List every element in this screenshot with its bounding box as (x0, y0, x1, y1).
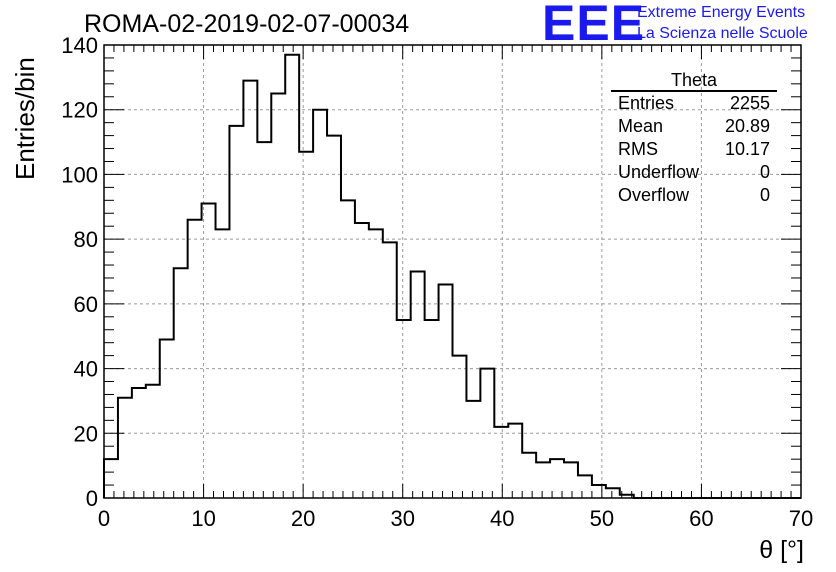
histogram-bin (397, 320, 411, 498)
histogram-bin (132, 388, 146, 498)
x-tick-label: 40 (490, 506, 514, 531)
eee-tagline-1: Extreme Energy Events (637, 4, 806, 21)
stats-label: Entries (618, 93, 675, 113)
eee-tagline-2: La Scienza nelle Scuole (637, 25, 808, 42)
y-axis-label: Entries/bin (10, 57, 40, 180)
run-title: ROMA-02-2019-02-07-00034 (84, 10, 410, 38)
x-axis-label: θ [°] (759, 536, 804, 564)
y-tick-label: 60 (74, 292, 98, 317)
eee-logo: EEE (542, 0, 646, 51)
histogram-bin (522, 453, 536, 498)
histogram-bin (508, 424, 522, 498)
y-tick-label: 0 (86, 486, 98, 511)
histogram-bin (341, 200, 355, 498)
histogram-bin (536, 462, 550, 498)
stats-row-rms: RMS 10.17 (611, 138, 777, 161)
y-tick-label: 120 (61, 98, 98, 123)
histogram-bin (118, 398, 132, 498)
histogram-bin (174, 268, 188, 498)
histogram-bin (592, 485, 606, 498)
stats-label: Mean (618, 116, 664, 136)
histogram-bin (564, 462, 578, 498)
histogram-bin (299, 152, 313, 498)
y-tick-label: 140 (61, 33, 98, 58)
histogram-bin (453, 356, 467, 498)
stats-title: Theta (611, 70, 777, 92)
stats-value: 0 (759, 185, 770, 205)
x-tick-label: 70 (789, 506, 813, 531)
histogram-bin (383, 242, 397, 498)
histogram-outline (103, 53, 801, 499)
stats-label: Overflow (618, 185, 690, 205)
histogram-bin (411, 272, 425, 499)
stats-row-entries: Entries 2255 (611, 92, 777, 115)
histogram-bin (355, 223, 369, 498)
stats-row-overflow: Overflow 0 (611, 184, 777, 207)
histogram-bin (425, 320, 439, 498)
histogram-bin (285, 55, 299, 498)
stats-value: 2255 (729, 93, 770, 113)
stats-value: 20.89 (724, 116, 770, 136)
y-tick-label: 80 (74, 227, 98, 252)
histogram-bin (439, 284, 453, 498)
histogram-bin (466, 401, 480, 498)
x-tick-label: 0 (98, 506, 110, 531)
stats-row-mean: Mean 20.89 (611, 115, 777, 138)
histogram-bin (494, 427, 508, 498)
x-tick-label: 50 (590, 506, 614, 531)
x-tick-label: 30 (390, 506, 414, 531)
histogram-bin (257, 142, 271, 498)
histogram-bin (578, 475, 592, 498)
histogram-bin (271, 94, 285, 498)
histogram-bin (229, 126, 243, 498)
histogram-bin (606, 488, 620, 498)
stats-label: Underflow (618, 162, 700, 182)
histogram-bin (243, 81, 257, 498)
histogram-bin (369, 229, 383, 498)
histogram-bin (146, 385, 160, 498)
histogram-bin (216, 229, 230, 498)
stats-row-underflow: Underflow 0 (611, 161, 777, 184)
stats-label: RMS (618, 139, 658, 159)
y-tick-label: 20 (74, 421, 98, 446)
x-tick-label: 20 (291, 506, 315, 531)
histogram-bin (188, 220, 202, 498)
histogram-bin (104, 459, 118, 498)
x-tick-label: 60 (689, 506, 713, 531)
stats-box: Theta Entries 2255 Mean 20.89 RMS 10.17 … (611, 70, 777, 207)
histogram-bin (160, 339, 174, 498)
stats-value: 10.17 (724, 139, 770, 159)
x-tick-label: 10 (191, 506, 215, 531)
y-tick-label: 40 (74, 357, 98, 382)
histogram-bin (327, 136, 341, 498)
stats-value: 0 (759, 162, 770, 182)
y-tick-label: 100 (61, 162, 98, 187)
